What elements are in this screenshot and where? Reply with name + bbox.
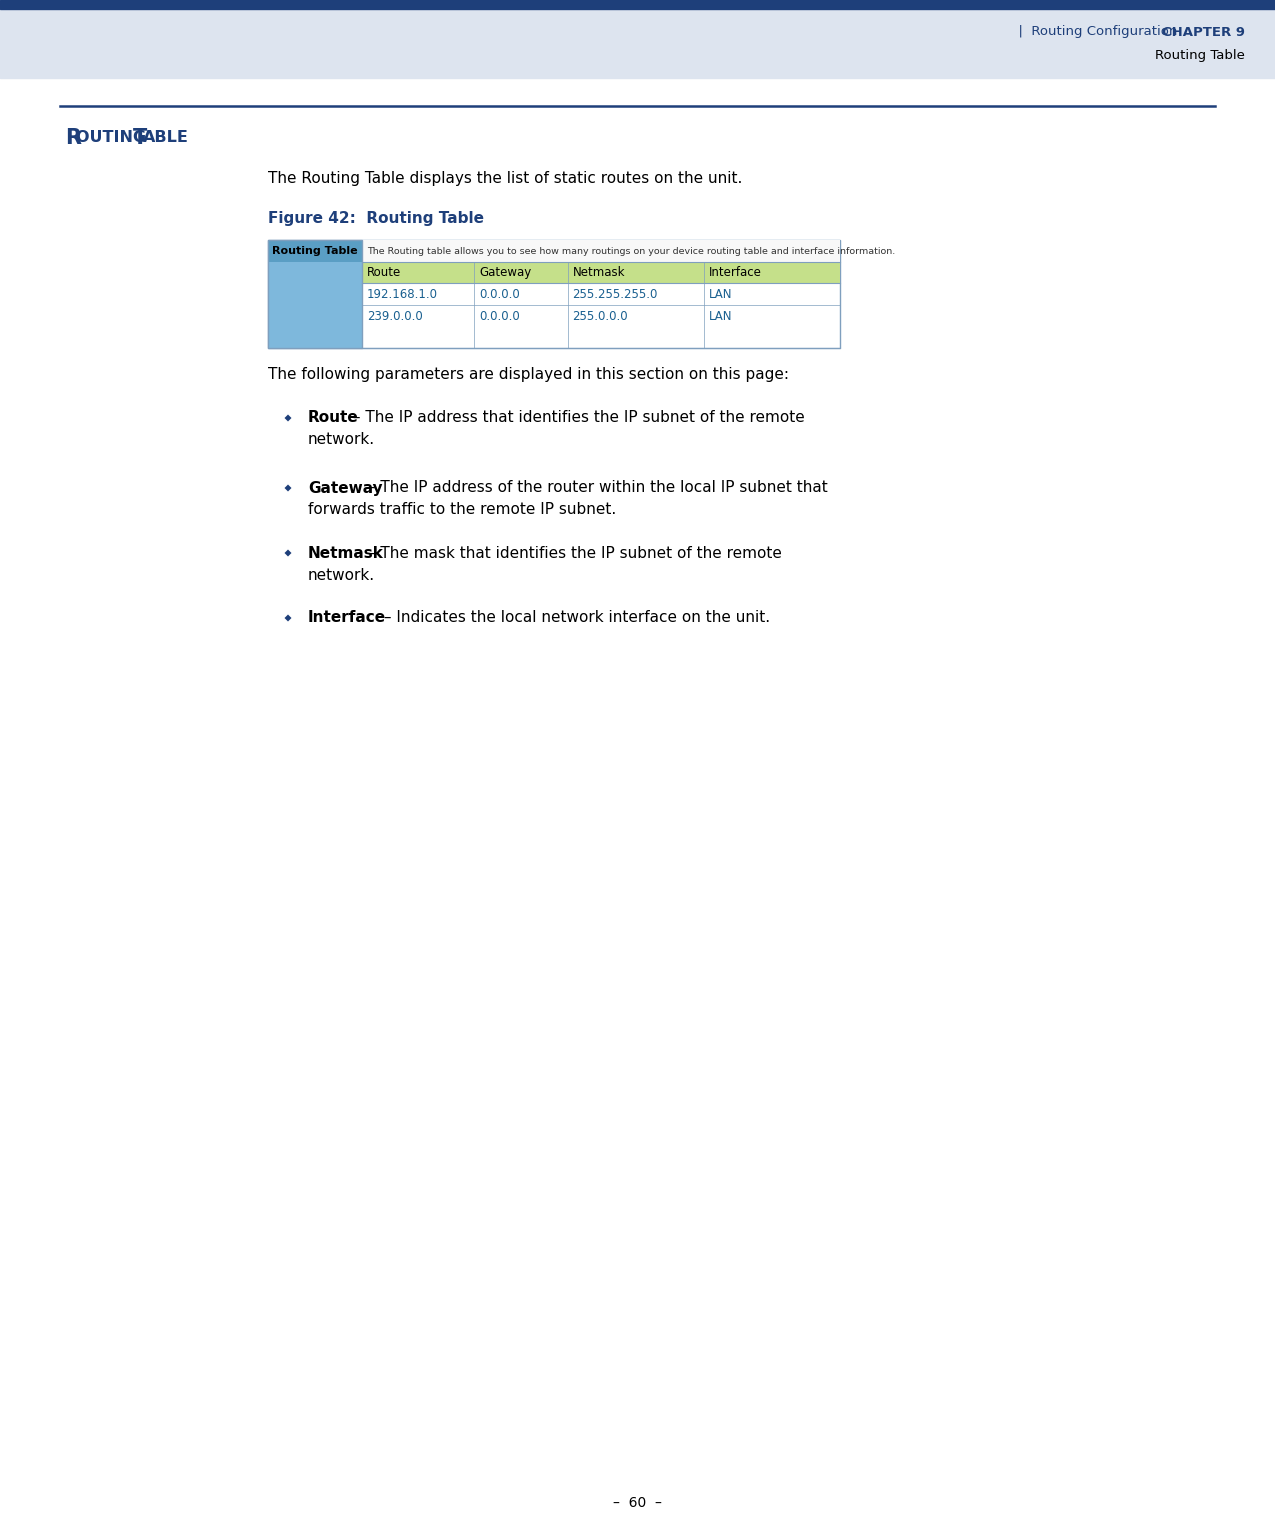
Polygon shape [284,550,292,556]
Text: Routing Table: Routing Table [1155,49,1244,61]
Text: The Routing table allows you to see how many routings on your device routing tab: The Routing table allows you to see how … [367,247,895,256]
Text: forwards traffic to the remote IP subnet.: forwards traffic to the remote IP subnet… [309,502,616,518]
Text: OUTING: OUTING [76,130,152,146]
Bar [362,241,840,262]
Polygon shape [284,415,292,421]
Bar [0,9,1275,78]
Text: Routing Table: Routing Table [272,247,358,256]
Polygon shape [284,484,292,492]
Text: Figure 42:  Routing Table: Figure 42: Routing Table [268,210,484,225]
Bar [362,262,840,283]
Text: Interface: Interface [709,267,761,279]
Text: 0.0.0.0: 0.0.0.0 [479,309,520,323]
Text: LAN: LAN [709,288,732,300]
Polygon shape [284,614,292,622]
Text: Gateway: Gateway [479,267,532,279]
Text: R: R [65,129,82,149]
Bar [268,241,362,262]
Text: LAN: LAN [709,309,732,323]
Text: 255.255.255.0: 255.255.255.0 [572,288,658,300]
Text: Netmask: Netmask [309,545,384,561]
Text: Netmask: Netmask [572,267,625,279]
Text: network.: network. [309,567,375,582]
Text: 255.0.0.0: 255.0.0.0 [572,309,629,323]
Bar [268,241,362,348]
Text: CHAPTER 9: CHAPTER 9 [1162,26,1244,38]
Text: The following parameters are displayed in this section on this page:: The following parameters are displayed i… [268,368,789,383]
Text: – The IP address that identifies the IP subnet of the remote: – The IP address that identifies the IP … [348,411,805,426]
Text: – The mask that identifies the IP subnet of the remote: – The mask that identifies the IP subnet… [363,545,782,561]
Bar [268,241,362,348]
Text: 192.168.1.0: 192.168.1.0 [367,288,439,300]
Text: Route: Route [309,411,358,426]
Text: Route: Route [367,267,402,279]
Text: Interface: Interface [309,610,386,625]
Bar [0,0,1275,9]
Text: The Routing Table displays the list of static routes on the unit.: The Routing Table displays the list of s… [268,170,742,185]
Text: T: T [133,129,147,149]
Text: ABLE: ABLE [143,130,189,146]
Text: – Indicates the local network interface on the unit.: – Indicates the local network interface … [379,610,770,625]
Text: |  Routing Configuration: | Routing Configuration [1010,26,1177,38]
Text: Gateway: Gateway [309,481,382,495]
Text: 0.0.0.0: 0.0.0.0 [479,288,520,300]
Text: network.: network. [309,432,375,447]
Text: – The IP address of the router within the local IP subnet that: – The IP address of the router within th… [363,481,827,495]
Text: 239.0.0.0: 239.0.0.0 [367,309,423,323]
Text: –  60  –: – 60 – [612,1497,662,1511]
Bar [268,241,840,348]
